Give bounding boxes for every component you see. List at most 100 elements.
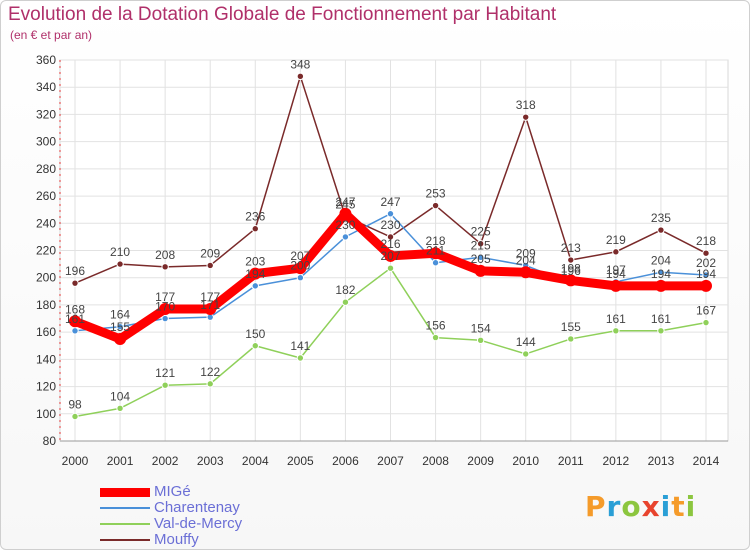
legend-swatch-val-de-mercy (100, 523, 150, 525)
data-point (519, 266, 532, 279)
y-tick-label: 180 (36, 298, 56, 312)
x-tick-label: 2006 (332, 454, 359, 468)
data-label: 236 (245, 210, 265, 224)
data-label: 204 (516, 253, 536, 267)
data-point (251, 282, 259, 290)
data-label: 209 (200, 246, 220, 260)
data-label: 98 (68, 398, 82, 412)
data-label: 122 (200, 365, 220, 379)
data-label: 161 (606, 312, 626, 326)
data-label: 155 (561, 320, 581, 334)
data-point (657, 268, 665, 276)
data-point (341, 233, 350, 241)
data-label: 230 (380, 218, 400, 232)
y-tick-label: 200 (36, 271, 56, 285)
data-point (476, 239, 485, 248)
data-point (564, 274, 577, 287)
data-label: 348 (290, 57, 310, 71)
data-label: 150 (245, 327, 265, 341)
data-point (159, 303, 172, 316)
data-point (609, 279, 622, 292)
data-point (429, 247, 442, 260)
x-tick-label: 2008 (422, 454, 449, 468)
y-tick-label: 160 (36, 325, 56, 339)
data-label: 198 (561, 261, 581, 275)
y-tick-label: 260 (36, 189, 56, 203)
data-label: 202 (696, 256, 716, 270)
y-tick-label: 100 (36, 407, 56, 421)
data-label: 196 (561, 264, 581, 278)
x-tick-label: 2007 (377, 454, 404, 468)
data-point (567, 335, 575, 343)
y-tick-label: 300 (36, 135, 56, 149)
data-point (116, 323, 124, 331)
data-point (294, 262, 307, 275)
data-label: 170 (155, 300, 175, 314)
data-label: 218 (426, 234, 446, 248)
data-label: 144 (516, 335, 536, 349)
data-point (114, 332, 127, 345)
data-point (116, 404, 124, 413)
data-point (296, 274, 305, 282)
x-tick-label: 2014 (693, 454, 720, 468)
data-label: 194 (651, 267, 671, 281)
data-label: 225 (471, 225, 491, 239)
data-label: 161 (651, 312, 671, 326)
data-point (612, 248, 620, 256)
data-point (204, 303, 217, 316)
x-tick-label: 2005 (287, 454, 314, 468)
data-point (116, 260, 124, 268)
data-point (431, 259, 440, 267)
legend-label: MIGé (154, 483, 191, 500)
data-label: 215 (471, 238, 491, 252)
data-point (249, 267, 262, 280)
data-label: 156 (426, 319, 446, 333)
data-label: 141 (290, 339, 310, 353)
data-point (69, 315, 81, 328)
data-point (657, 327, 665, 335)
data-label: 207 (290, 249, 310, 263)
data-label: 164 (110, 308, 130, 322)
data-label: 155 (110, 320, 130, 334)
data-point (161, 314, 169, 323)
x-tick-label: 2003 (197, 454, 224, 468)
data-point (161, 263, 169, 271)
data-point (700, 279, 712, 292)
y-tick-label: 340 (36, 80, 56, 94)
data-label: 167 (696, 304, 716, 318)
data-point (476, 253, 485, 262)
data-label: 204 (651, 253, 671, 267)
data-label: 194 (696, 267, 716, 281)
data-label: 253 (426, 187, 446, 201)
data-label: 104 (110, 389, 130, 403)
data-label: 218 (696, 234, 716, 248)
x-tick-label: 2001 (107, 454, 134, 468)
data-point (431, 333, 440, 342)
x-tick-label: 2012 (603, 454, 630, 468)
y-tick-label: 320 (36, 107, 56, 121)
data-label: 210 (110, 245, 130, 259)
data-point (431, 201, 440, 210)
legend-label: Val-de-Mercy (154, 515, 243, 532)
data-point (386, 210, 395, 218)
data-point (702, 318, 710, 327)
data-label: 219 (606, 233, 626, 247)
legend-label: Mouffy (154, 531, 199, 548)
data-label: 207 (380, 249, 400, 263)
data-label: 230 (335, 218, 355, 232)
legend-swatch-mouffy (100, 539, 150, 541)
data-point (476, 336, 485, 345)
data-point (251, 342, 259, 350)
data-label: 194 (606, 267, 626, 281)
y-tick-label: 220 (36, 244, 56, 258)
data-label: 318 (516, 98, 536, 112)
data-point (474, 264, 487, 277)
data-label: 216 (380, 237, 400, 251)
x-tick-label: 2011 (558, 454, 584, 468)
data-point (251, 225, 259, 233)
data-point (654, 279, 667, 292)
data-point (384, 249, 397, 262)
data-point (657, 226, 665, 234)
data-label: 205 (471, 252, 491, 266)
y-tick-label: 80 (43, 434, 57, 448)
